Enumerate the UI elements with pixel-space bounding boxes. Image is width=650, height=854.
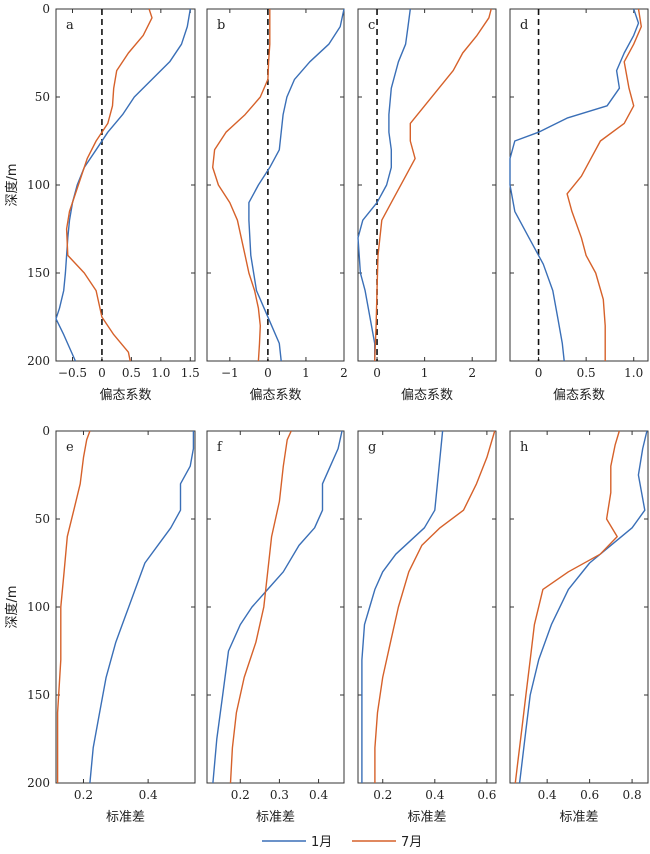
x-tick-label: −1 bbox=[221, 366, 239, 380]
series-line-jan bbox=[361, 430, 444, 783]
panel-h: 0.4 0.6 0.8 h 标准差 bbox=[509, 430, 649, 825]
series-line-jul bbox=[374, 8, 492, 362]
x-axis-label: 标准差 bbox=[106, 810, 145, 825]
x-tick-label: 0.5 bbox=[122, 366, 141, 380]
x-tick-label: 0.4 bbox=[538, 788, 557, 802]
y-tick-label: 50 bbox=[35, 512, 50, 526]
x-axis-label: 偏态系数 bbox=[553, 388, 605, 403]
panel-e: 0 50 100 150 200 0.2 0.4 e 标准差 深度/m bbox=[4, 424, 196, 825]
x-axis-label: 偏态系数 bbox=[99, 388, 151, 403]
series-line-jul bbox=[229, 430, 292, 784]
plot-frame bbox=[357, 8, 497, 362]
panel-c: 0 1 2 c 偏态系数 bbox=[357, 8, 497, 403]
x-tick-label: 0.5 bbox=[577, 366, 596, 380]
x-tick-label: 1.0 bbox=[151, 366, 170, 380]
series-line-jan bbox=[248, 8, 345, 362]
plot-frame bbox=[509, 8, 649, 362]
x-tick-label: 1.0 bbox=[624, 366, 643, 380]
x-tick-label: −0.5 bbox=[58, 366, 87, 380]
series-line-jul bbox=[374, 430, 496, 783]
x-tick-label: 0.2 bbox=[231, 788, 250, 802]
series-line-jul bbox=[566, 8, 642, 361]
x-axis-label: 标准差 bbox=[559, 810, 598, 825]
panel-a: 0 50 100 150 200 −0.5 0 0.5 1.0 1.5 a 偏态系数 深度/m bbox=[4, 2, 200, 403]
y-axis-label: 深度/m bbox=[4, 163, 20, 206]
panel-letter: d bbox=[520, 18, 528, 33]
x-tick-label: 0.6 bbox=[580, 788, 599, 802]
plot-frame bbox=[206, 8, 345, 362]
panel-letter: g bbox=[368, 440, 376, 455]
panel-f: 0.2 0.3 0.4 f 标准差 bbox=[206, 430, 345, 825]
legend-label: 7月 bbox=[401, 835, 422, 850]
x-tick-label: 0.4 bbox=[309, 788, 328, 802]
y-tick-label: 200 bbox=[27, 776, 50, 790]
x-tick-label: 0 bbox=[535, 366, 543, 380]
x-tick-label: 2 bbox=[340, 366, 348, 380]
x-tick-label: 0.6 bbox=[477, 788, 496, 802]
panel-letter: c bbox=[368, 18, 375, 33]
x-tick-label: 0 bbox=[373, 366, 381, 380]
x-tick-label: 1 bbox=[421, 366, 429, 380]
x-axis-label: 偏态系数 bbox=[249, 388, 301, 403]
x-tick-label: 1.5 bbox=[181, 366, 200, 380]
plot-frame bbox=[55, 430, 196, 784]
x-tick-label: 0.4 bbox=[425, 788, 444, 802]
plot-frame bbox=[509, 430, 649, 784]
x-tick-label: 0.4 bbox=[139, 788, 158, 802]
series-line-jan bbox=[212, 430, 343, 784]
series-line-jan bbox=[509, 8, 640, 362]
legend-label: 1月 bbox=[311, 835, 332, 850]
x-axis-label: 标准差 bbox=[407, 810, 446, 825]
x-axis-label: 标准差 bbox=[256, 810, 295, 825]
series-line-jan bbox=[89, 431, 195, 784]
series-line-jul bbox=[56, 430, 91, 783]
y-tick-label: 150 bbox=[27, 688, 50, 702]
x-axis-label: 偏态系数 bbox=[401, 388, 453, 403]
series-line-jul bbox=[514, 430, 620, 784]
x-tick-label: 0.2 bbox=[74, 788, 93, 802]
panel-d: 0 0.5 1.0 d 偏态系数 bbox=[509, 8, 649, 403]
y-tick-label: 100 bbox=[27, 600, 50, 614]
plot-frame bbox=[357, 430, 497, 784]
legend: 1月 7月 bbox=[262, 835, 422, 850]
series-line-jul bbox=[212, 9, 271, 362]
y-tick-label: 0 bbox=[42, 424, 50, 438]
x-tick-label: 0.8 bbox=[623, 788, 642, 802]
x-tick-label: 0 bbox=[264, 366, 272, 380]
y-tick-label: 200 bbox=[27, 354, 50, 368]
panel-letter: h bbox=[520, 440, 529, 455]
x-tick-label: 0.2 bbox=[373, 788, 392, 802]
y-tick-label: 100 bbox=[27, 178, 50, 192]
panel-letter: e bbox=[66, 440, 74, 455]
y-tick-label: 50 bbox=[35, 90, 50, 104]
y-tick-label: 150 bbox=[27, 266, 50, 280]
panel-g: 0.2 0.4 0.6 g 标准差 bbox=[357, 430, 497, 825]
plot-frame bbox=[206, 430, 345, 784]
x-tick-label: 1 bbox=[302, 366, 310, 380]
y-axis-label: 深度/m bbox=[4, 585, 20, 628]
panel-letter: b bbox=[217, 18, 225, 33]
x-tick-label: 0 bbox=[98, 366, 106, 380]
series-line-jan bbox=[518, 430, 648, 784]
panel-letter: a bbox=[66, 18, 74, 33]
y-tick-label: 0 bbox=[42, 2, 50, 16]
panel-letter: f bbox=[217, 440, 223, 455]
series-line-jan bbox=[357, 8, 411, 361]
x-tick-label: 0.3 bbox=[270, 788, 289, 802]
series-line-jul bbox=[65, 8, 153, 362]
panel-b: −1 0 1 2 b 偏态系数 bbox=[206, 8, 348, 403]
series-line-jan bbox=[55, 8, 191, 362]
x-tick-label: 2 bbox=[468, 366, 476, 380]
